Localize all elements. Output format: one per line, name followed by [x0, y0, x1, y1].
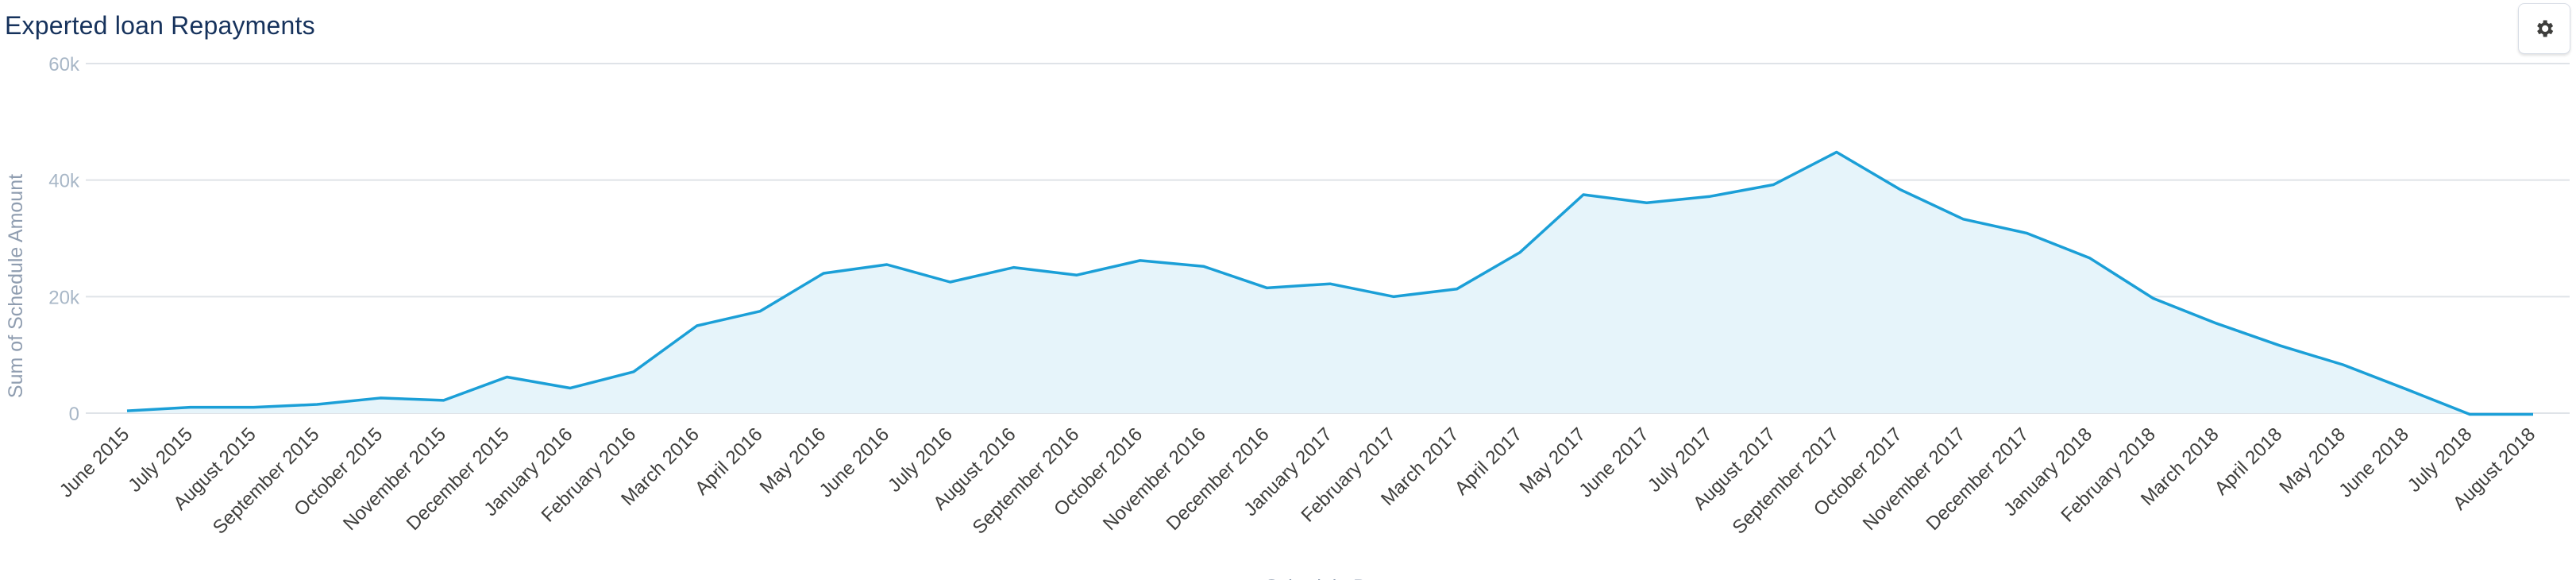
data-point[interactable] [883, 261, 891, 269]
settings-button[interactable] [2518, 3, 2570, 54]
x-tick-label: September 2017 [1729, 423, 1844, 539]
data-point[interactable] [2150, 295, 2158, 303]
data-point[interactable] [1073, 271, 1081, 279]
y-tick-label: 20k [48, 287, 80, 308]
data-point[interactable] [566, 384, 574, 392]
data-point[interactable] [187, 404, 195, 412]
data-point[interactable] [1390, 292, 1398, 300]
data-point[interactable] [1706, 192, 1714, 200]
data-point[interactable] [1263, 284, 1271, 292]
series-area-fill [127, 152, 2533, 415]
x-tick-label: April 2017 [1451, 423, 1527, 500]
data-point[interactable] [2466, 410, 2474, 418]
data-point[interactable] [2212, 319, 2220, 327]
x-tick-label: April 2016 [691, 423, 767, 500]
data-point[interactable] [1769, 181, 1777, 189]
x-tick-label: June 2015 [56, 423, 133, 501]
data-point[interactable] [1896, 185, 1904, 193]
x-tick-label: June 2016 [816, 423, 893, 501]
y-tick-label: 60k [48, 54, 80, 75]
x-tick-label: September 2015 [209, 423, 324, 539]
data-point[interactable] [630, 368, 638, 376]
data-point[interactable] [2529, 410, 2537, 418]
y-axis-title: Sum of Schedule Amount [5, 174, 27, 398]
data-point[interactable] [947, 278, 954, 286]
data-point[interactable] [1009, 264, 1017, 272]
x-tick-label: June 2018 [2335, 423, 2412, 501]
data-point[interactable] [1136, 257, 1144, 265]
data-point[interactable] [1959, 215, 1967, 223]
data-point[interactable] [1326, 280, 1334, 288]
series-line [126, 150, 2533, 416]
data-point[interactable] [376, 394, 384, 402]
x-axis-title: Schedule Date [1265, 576, 1395, 580]
x-tick-label: April 2018 [2211, 423, 2287, 500]
data-point[interactable] [2023, 229, 2030, 237]
x-tick-label: June 2017 [1575, 423, 1653, 501]
data-point[interactable] [756, 307, 764, 315]
data-point[interactable] [819, 269, 827, 277]
data-point[interactable] [2403, 385, 2411, 393]
y-tick-label: 0 [69, 404, 79, 425]
data-point[interactable] [1200, 262, 1208, 270]
data-point[interactable] [2276, 342, 2284, 350]
data-point[interactable] [1579, 191, 1587, 199]
data-point[interactable] [693, 322, 701, 330]
data-point[interactable] [123, 407, 131, 415]
data-point[interactable] [1452, 285, 1460, 293]
y-tick-label: 40k [48, 171, 80, 192]
data-point[interactable] [2086, 254, 2094, 262]
data-point[interactable] [1833, 148, 1841, 156]
data-point[interactable] [440, 396, 448, 404]
data-point[interactable] [2339, 361, 2347, 369]
data-point[interactable] [249, 404, 257, 412]
chart-title: Experted loan Repayments [5, 11, 315, 40]
data-point[interactable] [1643, 199, 1651, 207]
data-point[interactable] [313, 400, 321, 408]
gear-icon [2537, 20, 2554, 37]
data-point[interactable] [1516, 249, 1524, 257]
x-tick-label: September 2016 [969, 423, 1084, 539]
data-point[interactable] [503, 373, 511, 381]
